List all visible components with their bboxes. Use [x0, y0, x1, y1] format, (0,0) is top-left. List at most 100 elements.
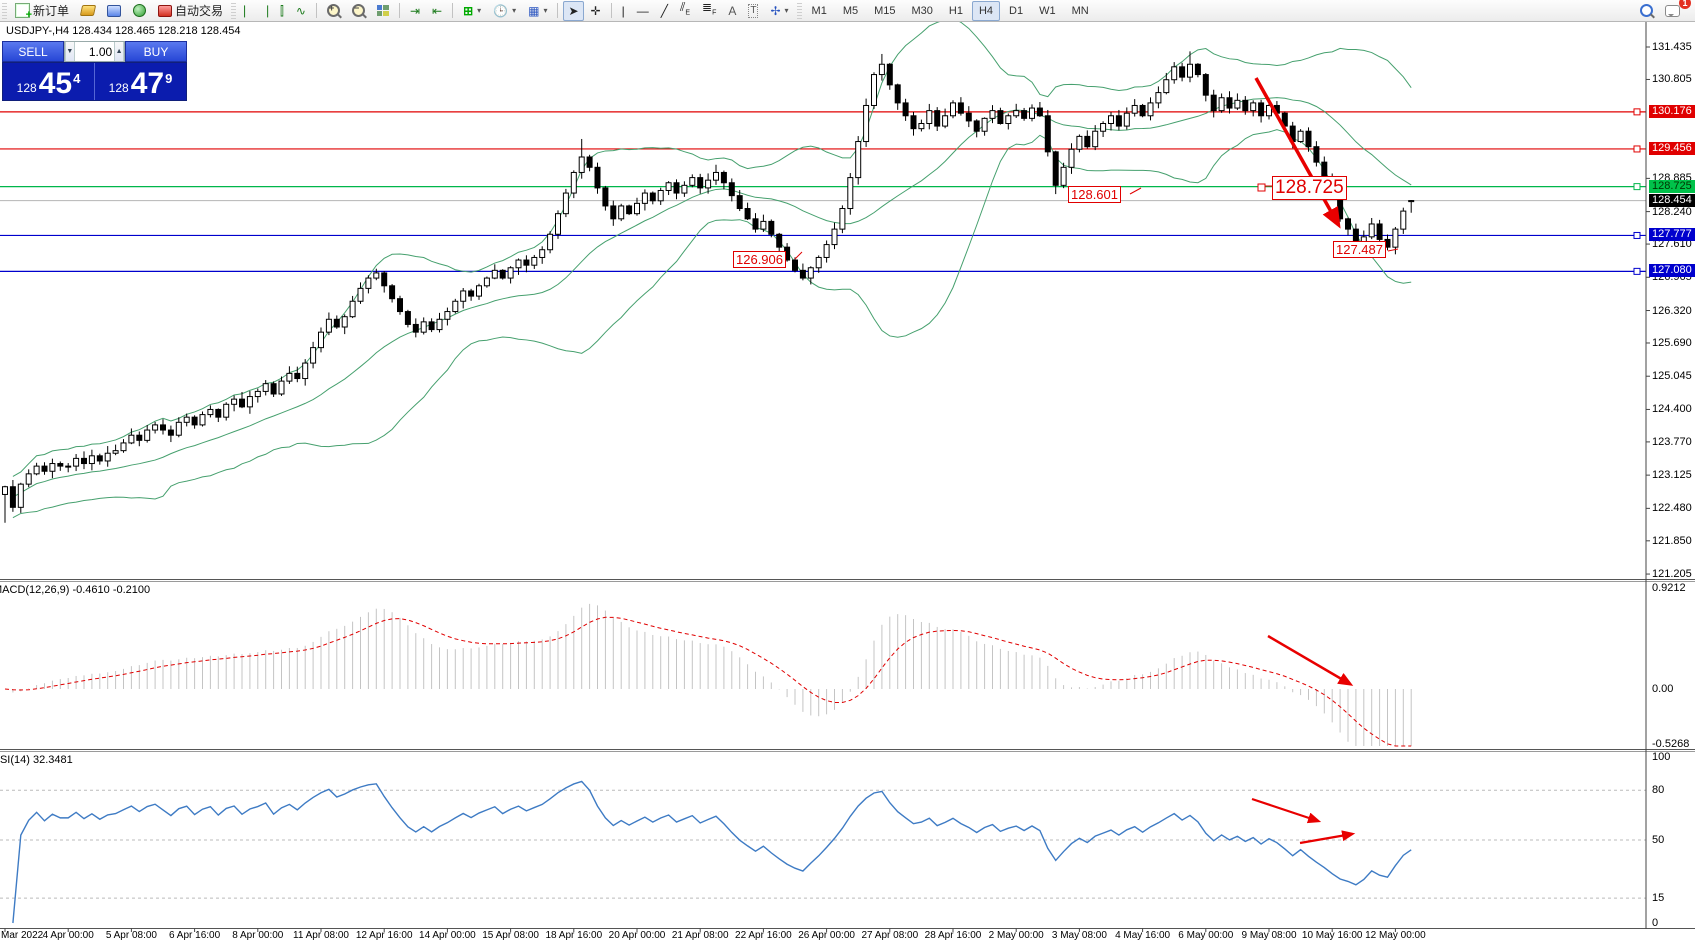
trendline-button[interactable]: ╱: [656, 1, 673, 21]
indicators-button[interactable]: ⊞ ▾: [463, 3, 482, 18]
navigator-button[interactable]: [128, 1, 151, 21]
price-annotation[interactable]: 126.906: [733, 251, 786, 268]
timeframe-d1-button[interactable]: D1: [1009, 4, 1024, 17]
toolbar-separator: [315, 3, 317, 18]
text-icon: A: [728, 3, 737, 18]
notifications-button[interactable]: 1: [1660, 0, 1691, 21]
price-line-label-current[interactable]: 128.454: [1649, 193, 1695, 207]
timeframe-h4-button[interactable]: H4: [971, 0, 1001, 21]
time-axis-label: 2 May 00:00: [988, 930, 1044, 941]
fibonacci-icon: ≣F: [702, 0, 717, 17]
timeframe-mn-button[interactable]: MN: [1071, 4, 1089, 17]
autotrading-icon: [158, 4, 173, 17]
toolbar-separator: [398, 3, 400, 18]
timeframe-w1-button[interactable]: W1: [1039, 4, 1056, 17]
cursor-icon: ➤: [568, 3, 579, 18]
price-annotation[interactable]: 127.487: [1333, 241, 1386, 258]
profiles-icon: [79, 5, 97, 16]
price-axis-tick: 122.480: [1652, 502, 1692, 515]
time-axis-label: 18 Apr 16:00: [545, 930, 603, 941]
zoom-out-button[interactable]: −: [347, 1, 370, 21]
channel-button[interactable]: ⫽E: [675, 1, 695, 21]
new-order-button[interactable]: 新订单: [10, 1, 74, 21]
price-axis-tick: 125.690: [1652, 336, 1692, 349]
templates-button[interactable]: ▦ ▾: [528, 3, 548, 18]
rsi-axis-tick: 15: [1652, 892, 1665, 905]
navigator-icon: [133, 4, 147, 17]
chart-canvas[interactable]: [0, 22, 1695, 941]
trendline-icon: ╱: [660, 3, 668, 18]
volume-increase-button[interactable]: ▲: [114, 42, 124, 61]
text-label-icon: T: [748, 3, 759, 18]
zoom-in-button[interactable]: +: [322, 1, 345, 21]
price-line-label[interactable]: 130.176: [1649, 104, 1695, 118]
price-line-label[interactable]: 129.456: [1649, 141, 1695, 155]
search-button[interactable]: [1635, 1, 1658, 21]
chart-window[interactable]: USDJPY-,H4 128.434 128.465 128.218 128.4…: [0, 22, 1695, 941]
price-axis-tick: 131.435: [1652, 41, 1692, 53]
volume-stepper: ▼ ▲: [64, 41, 125, 62]
one-click-trading-panel: SELL ▼ ▲ BUY 128 45 4 128 47 9: [2, 41, 187, 101]
time-axis-label: 26 Apr 00:00: [798, 930, 855, 941]
toolbar-grip: [2, 2, 7, 19]
time-axis-label: 20 Apr 00:00: [608, 930, 666, 941]
line-chart-icon: ∿: [295, 3, 306, 18]
vertical-line-button[interactable]: |: [617, 1, 630, 21]
chat-bubble-icon: [1665, 4, 1680, 17]
rsi-indicator-label: RSI(14) 32.3481: [0, 754, 73, 766]
price-axis-tick: 126.320: [1652, 304, 1692, 317]
cursor-button[interactable]: ➤: [563, 0, 584, 21]
sell-price[interactable]: 128 45 4: [3, 63, 95, 100]
zoom-in-icon: +: [326, 3, 340, 17]
price-line-label[interactable]: 127.080: [1649, 264, 1695, 278]
timeframe-m15-button[interactable]: M15: [874, 4, 896, 17]
timeframe-m30-button[interactable]: M30: [911, 4, 933, 17]
text-button[interactable]: A: [723, 1, 741, 21]
chart-profiles-button[interactable]: [76, 1, 100, 21]
timeframe-m1-button[interactable]: M1: [811, 4, 827, 17]
market-watch-icon: [107, 4, 122, 17]
market-watch-button[interactable]: [102, 1, 126, 21]
sell-button[interactable]: SELL: [2, 41, 64, 62]
periods-button[interactable]: 🕒 ▾: [493, 3, 517, 18]
line-chart-button[interactable]: ∿: [291, 1, 311, 21]
buy-button[interactable]: BUY: [125, 41, 187, 62]
time-axis-label: 15 Apr 08:00: [482, 930, 539, 941]
chart-shift-icon: ⇤: [432, 3, 443, 18]
tile-windows-button[interactable]: [372, 1, 394, 21]
horizontal-line-button[interactable]: —: [632, 1, 654, 21]
candlestick-chart-button[interactable]: ⫿: [275, 1, 289, 21]
chart-shift-button[interactable]: ⇤: [427, 1, 447, 21]
bar-chart-button[interactable]: ⎸⎹: [239, 1, 273, 21]
price-annotation[interactable]: 128.725: [1272, 176, 1347, 200]
macd-indicator-label: MACD(12,26,9) -0.4610 -0.2100: [0, 584, 151, 596]
rsi-axis-tick: 100: [1652, 751, 1671, 763]
price-axis-tick: 124.400: [1652, 403, 1692, 416]
time-axis-label: 8 Apr 00:00: [232, 930, 284, 941]
toolbar-separator: [610, 3, 612, 18]
timeframe-m5-button[interactable]: M5: [842, 4, 859, 17]
text-label-button[interactable]: T: [743, 1, 763, 21]
channel-icon: ⫽E: [679, 0, 690, 17]
crosshair-button[interactable]: ✛: [586, 1, 606, 21]
time-axis-label: 28 Apr 16:00: [924, 930, 982, 941]
time-axis-label: 11 Apr 08:00: [293, 930, 349, 941]
arrows-button[interactable]: ✢ ▾: [770, 3, 789, 18]
fibonacci-button[interactable]: ≣F: [697, 1, 721, 21]
price-line-label[interactable]: 128.725: [1649, 179, 1695, 193]
volume-decrease-button[interactable]: ▼: [65, 42, 75, 61]
buy-price[interactable]: 128 47 9: [95, 63, 186, 100]
macd-axis-tick: 0.9212: [1652, 582, 1686, 595]
indicators-icon: ⊞: [463, 3, 474, 18]
sell-price-handle: 128: [16, 81, 37, 95]
timeframe-h1-button[interactable]: H1: [948, 4, 963, 17]
autotrading-label: 自动交易: [175, 4, 224, 18]
auto-scroll-button[interactable]: ⇥: [405, 1, 425, 21]
price-line-label[interactable]: 127.777: [1649, 228, 1695, 242]
price-annotation[interactable]: 128.601: [1068, 186, 1121, 203]
time-axis-label: 4 May 16:00: [1115, 930, 1171, 941]
horizontal-line-icon: —: [636, 3, 649, 18]
volume-input[interactable]: [74, 42, 115, 61]
time-axis-label: 9 May 08:00: [1241, 930, 1297, 941]
autotrading-button[interactable]: 自动交易: [153, 1, 228, 21]
